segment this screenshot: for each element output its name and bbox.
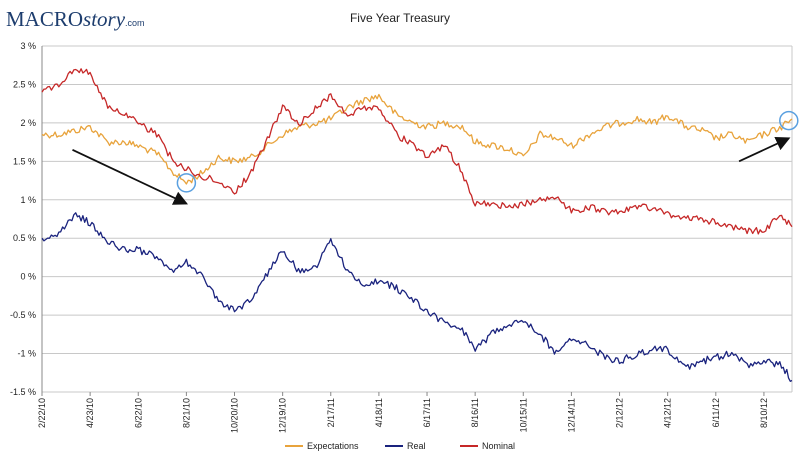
x-axis-ticks: 2/22/10 4/23/10 6/22/10 8/21/10 10/20/10 12/1… [37, 392, 769, 433]
y-axis-ticks: 3 % 2.5 % 2 % 1.5 % 1 % 0.5 % 0 % -0.5 % -1 % -1.… [10, 41, 36, 397]
svg-text:MACROstory.com: MACROstory.com [6, 7, 145, 31]
x-tick-label: 8/16/11 [470, 398, 480, 427]
x-tick-label: 6/11/12 [711, 398, 721, 427]
series-line-real [41, 212, 793, 382]
y-tick-label: 2 % [20, 118, 36, 128]
macrostory-logo: MACROstory.com [6, 7, 145, 31]
grid-lines [41, 45, 793, 393]
series-lines [41, 68, 793, 382]
x-tick-label: 6/22/10 [133, 398, 143, 428]
annotation-circle [176, 173, 197, 193]
series-line-nominal [41, 68, 793, 235]
x-tick-label: 2/12/12 [615, 398, 625, 428]
x-tick-label: 12/19/10 [278, 398, 288, 433]
legend-label-real: Real [407, 441, 426, 451]
annotation-arrow [72, 148, 189, 205]
x-tick-label: 10/15/11 [518, 398, 528, 432]
logo-story: story [83, 7, 126, 31]
y-tick-label: 3 % [20, 41, 36, 51]
legend: Expectations Real Nominal [285, 441, 515, 451]
x-tick-label: 6/17/11 [422, 398, 432, 427]
y-tick-label: -1 % [17, 349, 36, 359]
y-tick-label: 1 % [20, 195, 36, 205]
x-tick-label: 12/14/11 [566, 398, 576, 432]
annotation-arrow [738, 137, 791, 163]
x-tick-label: 10/20/10 [230, 398, 240, 433]
x-tick-label: 4/18/11 [374, 398, 384, 427]
y-tick-label: 2.5 % [13, 79, 36, 89]
logo-dotcom: .com [125, 18, 145, 28]
annotations [72, 110, 799, 205]
chart-title: Five Year Treasury [350, 11, 450, 25]
x-tick-label: 2/17/11 [326, 398, 336, 427]
x-tick-label: 4/23/10 [85, 398, 95, 428]
series-line-expectations [41, 93, 793, 185]
y-tick-label: 0.5 % [13, 233, 36, 243]
annotation-circle [779, 110, 799, 131]
x-tick-label: 8/10/12 [759, 398, 769, 428]
logo-macro: MACRO [6, 7, 83, 31]
x-tick-label: 4/12/12 [663, 398, 673, 428]
y-tick-label: 1.5 % [13, 156, 36, 166]
y-tick-label: -1.5 % [10, 387, 36, 397]
legend-label-expectations: Expectations [307, 441, 359, 451]
y-tick-label: 0 % [20, 272, 36, 282]
legend-label-nominal: Nominal [482, 441, 515, 451]
x-tick-label: 8/21/10 [181, 398, 191, 428]
x-tick-label: 2/22/10 [37, 398, 47, 428]
y-tick-label: -0.5 % [10, 310, 36, 320]
